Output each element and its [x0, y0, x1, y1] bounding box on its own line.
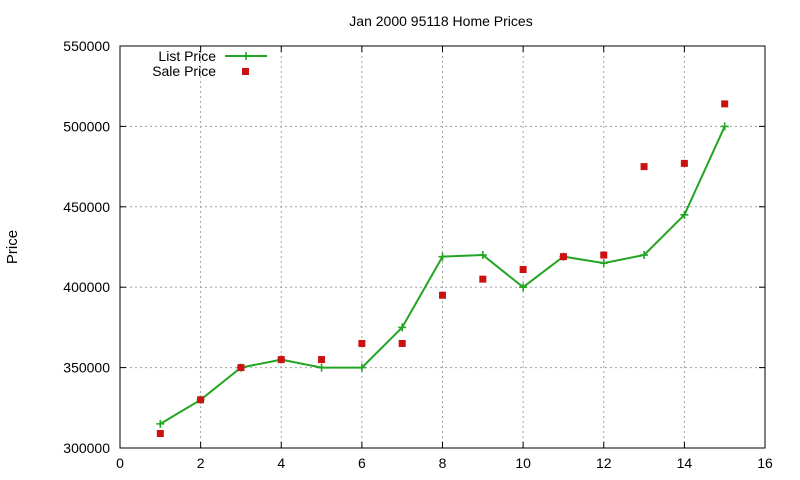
- list-price-point: [357, 363, 366, 372]
- list-price-point: [317, 363, 326, 372]
- legend-label-list-price: List Price: [158, 48, 216, 64]
- sale-price-point: [721, 100, 729, 108]
- sale-price-point: [358, 339, 366, 347]
- sale-price-point: [479, 275, 487, 283]
- y-tick-label: 550000: [63, 38, 110, 54]
- series: [156, 100, 729, 438]
- sale-price-point: [156, 430, 164, 438]
- x-tick-label: 0: [116, 455, 124, 471]
- x-tick-label: 4: [277, 455, 285, 471]
- x-tick-label: 6: [358, 455, 366, 471]
- y-tick-label: 350000: [63, 360, 110, 376]
- sale-price-point: [318, 356, 326, 364]
- list-price-point: [438, 252, 447, 261]
- legend-marker-list-price: [242, 52, 250, 60]
- y-tick-label: 500000: [63, 118, 110, 134]
- sale-price-point: [277, 356, 285, 364]
- sale-price-point: [600, 251, 608, 259]
- axis-ticks: 0 2 4 6 8 10 12 14 16 300000 350000 400000 450000 500…: [63, 38, 773, 471]
- sale-price-point: [439, 291, 446, 299]
- sale-price-point: [398, 339, 406, 347]
- y-tick-label: 300000: [63, 440, 110, 456]
- list-price-point: [398, 323, 407, 332]
- sale-price-point: [680, 159, 688, 167]
- list-price-point: [519, 283, 528, 292]
- y-axis-title: Price: [4, 230, 21, 264]
- x-tick-label: 2: [197, 455, 205, 471]
- list-price-point: [640, 251, 649, 260]
- x-tick-label: 12: [596, 455, 612, 471]
- legend-label-sale-price: Sale Price: [152, 63, 216, 79]
- x-tick-label: 14: [677, 455, 693, 471]
- list-price-point: [599, 259, 608, 268]
- y-tick-label: 400000: [63, 279, 110, 295]
- x-tick-label: 8: [439, 455, 447, 471]
- sale-price-point: [237, 364, 245, 372]
- list-price-point: [720, 122, 729, 131]
- list-price-point: [478, 251, 487, 260]
- sale-price-point: [640, 163, 648, 171]
- x-tick-label: 10: [515, 455, 531, 471]
- list-price-point: [680, 210, 689, 219]
- list-price-point: [156, 419, 165, 428]
- x-tick-label: 16: [757, 455, 773, 471]
- sale-price-point: [559, 253, 567, 261]
- sale-price-point: [519, 266, 527, 274]
- gridlines: [120, 46, 765, 448]
- y-tick-label: 450000: [63, 199, 110, 215]
- sale-price-point: [197, 396, 205, 404]
- legend-swatch-sale-price: [242, 68, 249, 75]
- chart-title: Jan 2000 95118 Home Prices: [349, 13, 532, 29]
- legend: List Price Sale Price: [152, 48, 267, 79]
